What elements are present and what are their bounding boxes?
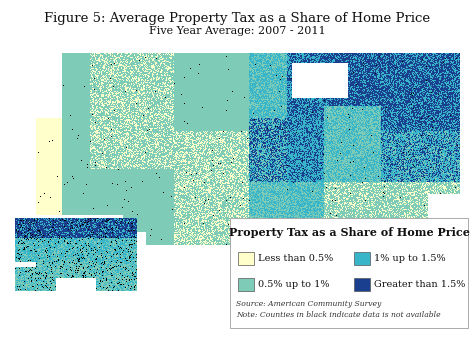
- Bar: [238, 252, 254, 265]
- Bar: [238, 278, 254, 291]
- Text: 1% up to 1.5%: 1% up to 1.5%: [374, 254, 446, 263]
- Bar: [354, 278, 370, 291]
- Text: Property Tax as a Share of Home Price: Property Tax as a Share of Home Price: [228, 226, 469, 237]
- Bar: [354, 252, 370, 265]
- Text: Less than 0.5%: Less than 0.5%: [258, 254, 333, 263]
- Text: 0.5% up to 1%: 0.5% up to 1%: [258, 280, 329, 289]
- Text: Figure 5: Average Property Tax as a Share of Home Price: Figure 5: Average Property Tax as a Shar…: [44, 12, 430, 25]
- Text: Five Year Average: 2007 - 2011: Five Year Average: 2007 - 2011: [149, 26, 325, 36]
- Text: Greater than 1.5%: Greater than 1.5%: [374, 280, 465, 289]
- Text: Source: American Community Survey: Source: American Community Survey: [236, 300, 381, 308]
- FancyBboxPatch shape: [230, 218, 468, 328]
- Text: Note: Counties in black indicate data is not available: Note: Counties in black indicate data is…: [236, 311, 441, 319]
